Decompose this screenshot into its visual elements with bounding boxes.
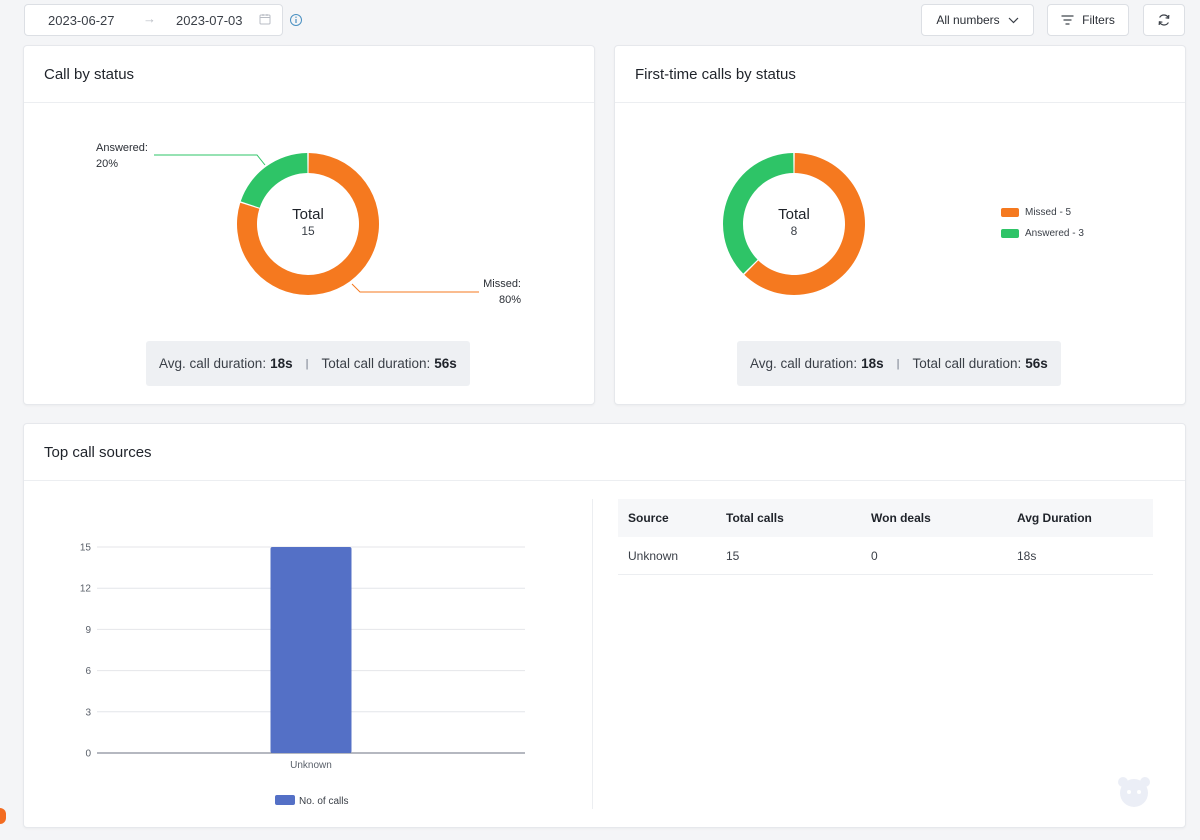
chat-widget-icon[interactable] xyxy=(1114,772,1154,812)
separator: | xyxy=(305,357,309,370)
header-source[interactable]: Source xyxy=(628,511,669,525)
header-avg-duration[interactable]: Avg Duration xyxy=(1017,511,1092,525)
separator: | xyxy=(896,357,900,370)
y-tick-label: 0 xyxy=(85,749,91,760)
total-duration-label: Total call duration: xyxy=(912,356,1022,371)
total-duration-value: 56s xyxy=(1025,356,1048,371)
y-tick-label: 6 xyxy=(85,666,91,677)
y-tick-label: 15 xyxy=(80,543,92,554)
legend-swatch[interactable] xyxy=(275,795,295,805)
missed-callout-label: Missed: xyxy=(483,278,521,290)
donut-center-label: Total xyxy=(778,206,810,223)
legend-item-answered[interactable]: Answered - 3 xyxy=(1001,228,1084,239)
chevron-down-icon xyxy=(1008,17,1019,23)
help-badge[interactable] xyxy=(0,808,6,824)
answered-callout-pct: 20% xyxy=(96,158,119,170)
first-time-calls-donut xyxy=(723,153,865,295)
end-date[interactable]: 2023-07-03 xyxy=(176,13,243,28)
bar-unknown[interactable] xyxy=(270,547,352,753)
filter-icon xyxy=(1061,15,1074,25)
legend-swatch xyxy=(1001,208,1019,217)
refresh-button[interactable] xyxy=(1143,4,1185,36)
missed-callout-line xyxy=(351,283,479,293)
x-tick-label: Unknown xyxy=(290,760,332,771)
donut-center-value: 15 xyxy=(301,224,315,238)
table-row[interactable]: Unknown 15 0 18s xyxy=(618,537,1153,575)
call-by-status-card: Call by status Total 15 Answered: 20% Mi… xyxy=(23,45,595,405)
answered-callout: Answered: 20% xyxy=(96,140,148,172)
card-title: First-time calls by status xyxy=(635,66,796,83)
filters-label: Filters xyxy=(1082,13,1115,27)
date-range-picker[interactable]: 2023-06-27 → 2023-07-03 xyxy=(24,4,283,36)
cell-total-calls: 15 xyxy=(726,549,740,563)
info-icon[interactable] xyxy=(289,13,303,27)
donut-center-value: 8 xyxy=(790,224,798,238)
total-duration-label: Total call duration: xyxy=(321,356,431,371)
donut-slice-missed[interactable] xyxy=(744,153,865,295)
duration-summary: Avg. call duration: 18s | Total call dur… xyxy=(146,341,470,386)
header-won-deals[interactable]: Won deals xyxy=(871,511,931,525)
call-sources-bar-chart: 0 3 6 9 12 15 Unknown No. of calls xyxy=(80,543,525,807)
start-date[interactable]: 2023-06-27 xyxy=(48,13,115,28)
first-time-calls-card: First-time calls by status Total 8 Misse… xyxy=(614,45,1186,405)
call-by-status-donut xyxy=(237,153,379,295)
cell-source: Unknown xyxy=(628,549,679,563)
y-tick-label: 12 xyxy=(80,584,92,595)
calendar-icon[interactable] xyxy=(259,13,271,25)
call-sources-table: Source Total calls Won deals Avg Duratio… xyxy=(618,499,1153,575)
avg-duration-label: Avg. call duration: xyxy=(159,356,267,371)
header-total-calls[interactable]: Total calls xyxy=(726,511,784,525)
avg-duration-value: 18s xyxy=(270,356,293,371)
legend-item-missed[interactable]: Missed - 5 xyxy=(1001,207,1071,218)
cell-avg-duration: 18s xyxy=(1017,549,1037,563)
missed-callout: Missed: 80% xyxy=(464,276,521,308)
donut-center-label: Total xyxy=(292,206,324,223)
answered-callout-line xyxy=(154,154,266,166)
callout-lines xyxy=(154,154,479,293)
card-title: Top call sources xyxy=(44,444,152,461)
legend-swatch xyxy=(1001,229,1019,238)
duration-summary: Avg. call duration: 18s | Total call dur… xyxy=(737,341,1061,386)
total-duration-value: 56s xyxy=(434,356,457,371)
legend-label: Answered - 3 xyxy=(1025,228,1084,239)
card-title: Call by status xyxy=(44,66,135,83)
avg-duration-label: Avg. call duration: xyxy=(750,356,858,371)
divider xyxy=(24,480,1185,481)
avg-duration-value: 18s xyxy=(861,356,884,371)
refresh-icon xyxy=(1158,14,1170,26)
arrow-right-icon: → xyxy=(143,11,156,26)
donut-slice-answered[interactable] xyxy=(240,153,308,208)
legend-label[interactable]: No. of calls xyxy=(299,796,348,807)
top-call-sources-card: Top call sources 0 3 6 9 12 15 Unknown No. of c… xyxy=(23,423,1186,828)
donut-slice-answered[interactable] xyxy=(723,153,794,274)
table-header: Source Total calls Won deals Avg Duratio… xyxy=(618,499,1153,537)
toolbar: 2023-06-27 → 2023-07-03 All numbers Filt… xyxy=(0,0,1200,42)
legend-label: Missed - 5 xyxy=(1025,207,1072,218)
vertical-divider xyxy=(592,499,593,809)
missed-callout-pct: 80% xyxy=(498,294,521,306)
y-tick-label: 3 xyxy=(85,707,91,718)
filters-button[interactable]: Filters xyxy=(1047,4,1129,36)
divider xyxy=(615,102,1185,103)
answered-callout-label: Answered: xyxy=(96,142,148,154)
divider xyxy=(24,102,594,103)
all-numbers-label: All numbers xyxy=(936,13,1000,27)
y-tick-label: 9 xyxy=(85,625,91,636)
cell-won-deals: 0 xyxy=(871,549,878,563)
all-numbers-dropdown[interactable]: All numbers xyxy=(921,4,1034,36)
